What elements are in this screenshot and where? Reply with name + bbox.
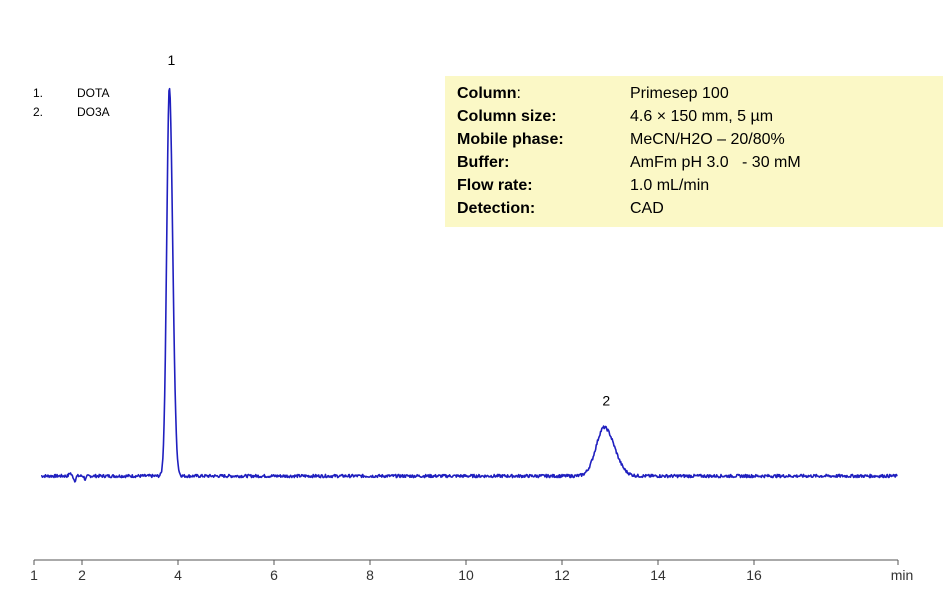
- peak-label: 1: [167, 52, 175, 68]
- info-value: Primesep 100: [630, 85, 729, 102]
- info-row-detection: Detection: CAD: [457, 200, 937, 223]
- legend-number: 2.: [33, 105, 44, 119]
- x-tick-label: 14: [650, 567, 666, 583]
- x-tick-label: 8: [366, 567, 374, 583]
- method-info-box: Column: Primesep 100 Column size: 4.6 × …: [445, 76, 943, 227]
- compound-legend: 1. DOTA 2. DO3A: [33, 84, 110, 122]
- legend-compound-name: DOTA: [77, 86, 110, 100]
- info-label: Flow rate:: [457, 177, 533, 194]
- x-tick-label: 2: [78, 567, 86, 583]
- x-tick-label: 12: [554, 567, 570, 583]
- chromatogram-trace: [40, 87, 898, 483]
- x-axis: 1 2 4 6 8 10 12 14 16 min: [30, 559, 914, 583]
- info-row-column-size: Column size: 4.6 × 150 mm, 5 µm: [457, 108, 937, 131]
- peak-labels: 12: [167, 52, 610, 408]
- legend-compound-name: DO3A: [77, 105, 110, 119]
- info-row-buffer: Buffer: AmFm pH 3.0 - 30 mM: [457, 154, 937, 177]
- info-value: AmFm pH 3.0 - 30 mM: [630, 154, 801, 171]
- legend-number: 1.: [33, 86, 44, 100]
- info-label: Column size:: [457, 108, 557, 125]
- info-row-flow-rate: Flow rate: 1.0 mL/min: [457, 177, 937, 200]
- x-tick-label: 4: [174, 567, 182, 583]
- x-tick-label: 16: [746, 567, 762, 583]
- info-label: Buffer:: [457, 154, 510, 171]
- info-value: MeCN/H2O – 20/80%: [630, 131, 785, 148]
- x-tick-label: 10: [458, 567, 474, 583]
- info-value: 4.6 × 150 mm, 5 µm: [630, 108, 774, 125]
- info-label: Detection:: [457, 200, 536, 217]
- info-label: Column:: [457, 85, 521, 103]
- chromatogram-trace-group: [40, 87, 898, 483]
- info-label-colon: :: [516, 85, 521, 102]
- info-label-text: Column: [457, 85, 517, 102]
- peak-label: 2: [602, 392, 610, 408]
- info-value: CAD: [630, 200, 664, 217]
- legend-item: 2. DO3A: [33, 103, 110, 122]
- info-row-mobile-phase: Mobile phase: MeCN/H2O – 20/80%: [457, 131, 937, 154]
- legend-item: 1. DOTA: [33, 84, 110, 103]
- info-row-column: Column: Primesep 100: [457, 85, 937, 108]
- x-tick-label: 6: [270, 567, 278, 583]
- info-value: 1.0 mL/min: [630, 177, 710, 194]
- x-axis-unit-label: min: [891, 567, 914, 583]
- x-tick-label: 1: [30, 567, 38, 583]
- info-label: Mobile phase:: [457, 131, 564, 148]
